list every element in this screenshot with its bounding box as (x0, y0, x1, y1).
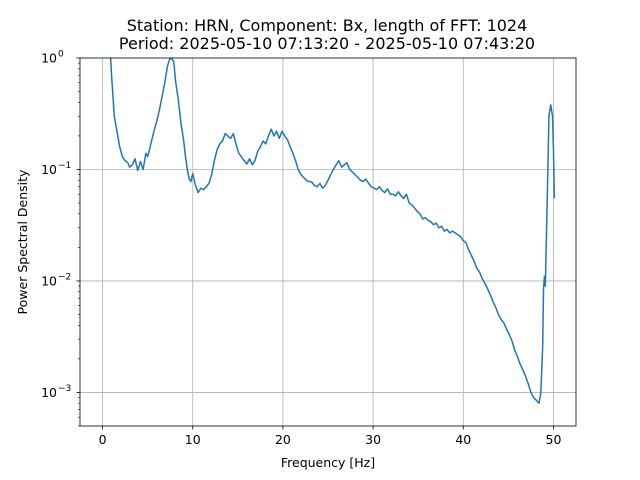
chart-title-line-2: Period: 2025-05-10 07:13:20 - 2025-05-10… (119, 34, 535, 53)
y-tick-exponent: 0 (58, 50, 64, 60)
x-tick-label: 0 (99, 432, 107, 447)
y-axis-label: Power Spectral Density (15, 169, 30, 314)
x-tick-label: 30 (365, 432, 381, 447)
x-tick-label: 10 (185, 432, 201, 447)
y-tick-label: 10 (41, 51, 57, 66)
y-tick-label: 10 (41, 385, 57, 400)
x-axis-label: Frequency [Hz] (281, 455, 375, 470)
axes (79, 57, 577, 427)
plot-area (109, 58, 556, 404)
x-tick-label: 20 (275, 432, 291, 447)
y-tick-exponent: −2 (58, 272, 71, 282)
y-tick-label: 10 (41, 273, 57, 288)
x-tick-label: 50 (546, 432, 562, 447)
y-tick-exponent: −1 (58, 161, 71, 171)
psd-series-line (109, 58, 556, 404)
y-tick-label: 10 (41, 162, 57, 177)
x-tick-label: 40 (455, 432, 471, 447)
grid-lines (80, 58, 576, 426)
y-tick-exponent: −3 (58, 384, 71, 394)
axes-frame (79, 57, 577, 427)
chart-title-line-1: Station: HRN, Component: Bx, length of F… (127, 16, 528, 35)
